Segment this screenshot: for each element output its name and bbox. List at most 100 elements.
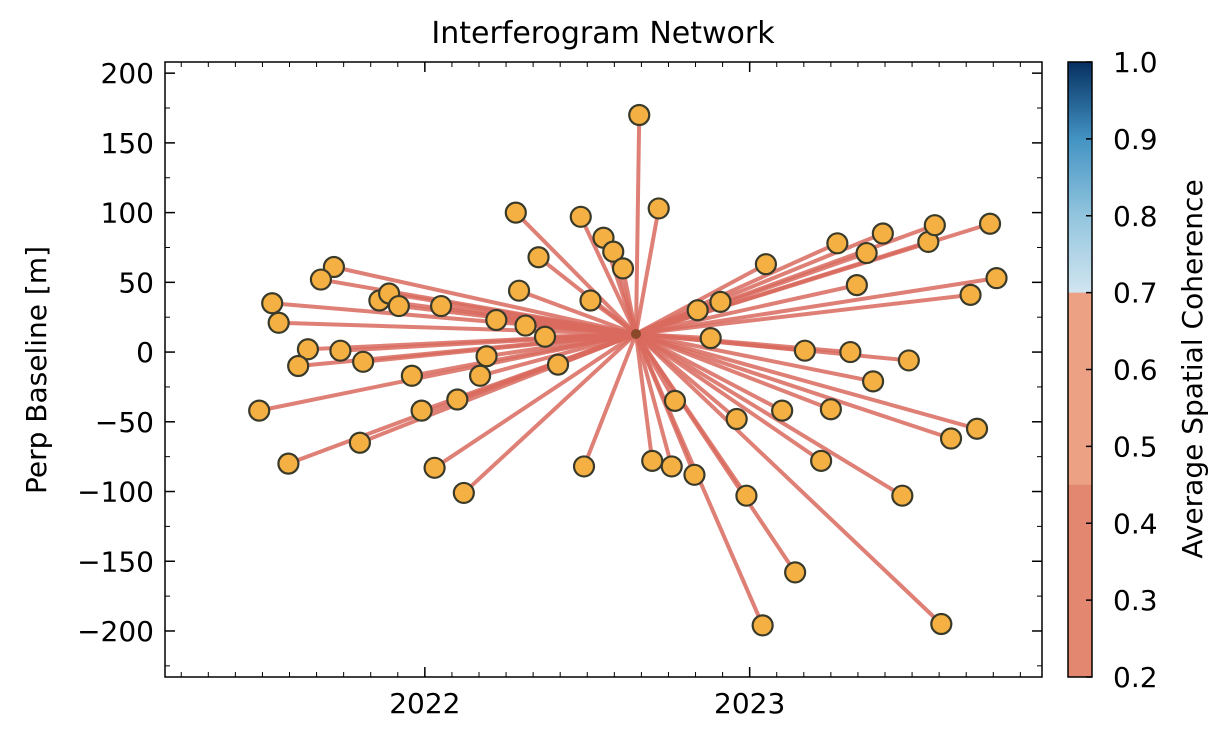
acquisition-point [793, 339, 816, 362]
acquisition-point [348, 431, 371, 454]
interferogram-edge [270, 301, 638, 336]
acquisition-point [309, 268, 333, 291]
acquisition-point [771, 399, 794, 422]
colorbar-tick-label: 0.4 [1113, 507, 1158, 540]
acquisition-point [939, 427, 963, 450]
colorbar-tick-label: 0.7 [1113, 277, 1158, 310]
x-tick-label: 2023 [714, 687, 785, 720]
acquisition-point [897, 349, 920, 372]
acquisition-point [686, 299, 709, 322]
interferogram-edge [578, 214, 638, 336]
interferogram-edge [633, 331, 824, 463]
acquisition-point [978, 212, 1002, 235]
acquisition-point [452, 481, 475, 505]
acquisition-point [504, 201, 527, 224]
acquisition-point [959, 283, 982, 306]
interferogram-edge [633, 331, 674, 469]
acquisition-point [261, 292, 284, 315]
interferogram-edge [633, 206, 661, 336]
acquisition-point [611, 257, 635, 280]
y-tick-label: 0 [136, 336, 154, 369]
acquisition-point [683, 463, 706, 486]
colorbar-tick-label: 0.3 [1113, 584, 1158, 617]
y-tick-label: −100 [77, 476, 154, 509]
acquisition-point [647, 197, 670, 220]
interferogram-edge [633, 331, 980, 431]
acquisition-point [784, 561, 807, 584]
interferogram-edge [620, 266, 638, 336]
acquisition-point [579, 289, 602, 312]
interferogram-edge [432, 331, 638, 470]
interferogram-edge [439, 304, 638, 336]
interferogram-edge [331, 265, 638, 336]
interferogram-edge [517, 288, 638, 336]
acquisition-point [930, 612, 953, 636]
acquisition-point [965, 417, 989, 440]
interferogram-edge [633, 331, 944, 627]
acquisition-point [819, 398, 842, 421]
colorbar-tick-label: 0.8 [1113, 200, 1158, 233]
acquisition-point [267, 311, 290, 334]
acquisition-point [855, 241, 878, 265]
y-tick-label: −50 [95, 406, 154, 439]
acquisition-point [287, 354, 310, 378]
interferogram-edge [513, 210, 638, 336]
colorbar-lower-segment [1068, 292, 1092, 677]
interferogram-edge [633, 276, 999, 336]
interferogram-edge [361, 331, 638, 364]
acquisition-point [810, 449, 833, 472]
colorbar-tick-label: 1.0 [1113, 46, 1158, 79]
acquisition-point [985, 267, 1008, 290]
acquisition-point [641, 449, 664, 472]
plot-area-frame [164, 61, 1043, 678]
interferogram-edge [633, 331, 905, 498]
acquisition-point [751, 614, 774, 637]
acquisition-point [709, 290, 732, 313]
interferogram-edge [633, 112, 642, 336]
acquisition-point [923, 214, 946, 237]
interferogram-edge [633, 331, 655, 463]
interferogram-edge [633, 331, 954, 441]
acquisition-point [861, 370, 885, 393]
interferogram-edge [633, 331, 911, 363]
acquisition-point [826, 232, 849, 255]
acquisition-point [429, 294, 453, 318]
interferogram-edge [276, 320, 638, 336]
colorbar-label: Average Spatial Coherence [1176, 179, 1209, 558]
acquisition-point [533, 325, 557, 348]
acquisition-point [475, 345, 498, 368]
acquisition-point [410, 399, 433, 422]
y-tick-label: −150 [77, 545, 154, 578]
colorbar-tick-label: 0.2 [1113, 661, 1158, 694]
colorbar: 0.2 0.3 0.4 0.5 0.6 0.7 0.8 0.9 1.0 [1067, 46, 1158, 694]
y-axis: −200 −150 −100 −50 0 50 100 150 200 [77, 57, 1042, 667]
acquisition-point [352, 350, 375, 373]
interferogram-edge [633, 331, 798, 575]
interferogram-edge [633, 283, 859, 336]
y-tick-label: 50 [118, 266, 154, 299]
acquisition-point [871, 222, 894, 245]
y-tick-label: 150 [101, 127, 154, 160]
colorbar-tick-label: 0.5 [1113, 430, 1158, 463]
interferogram-edge [257, 331, 638, 413]
y-tick-label: 100 [101, 197, 154, 230]
interferogram-edge [338, 331, 638, 353]
y-axis-label: Perp Baseline [m] [20, 246, 53, 494]
interferogram-edge [461, 331, 638, 495]
acquisition-point [735, 484, 758, 507]
acquisition-point [507, 279, 531, 302]
acquisition-point [277, 452, 300, 475]
acquisition-point [514, 314, 537, 337]
chart-title: Interferogram Network [431, 16, 775, 51]
reference-acquisition-point [630, 328, 641, 339]
acquisition-point [628, 103, 651, 127]
y-tick-label: −200 [77, 615, 154, 648]
acquisition-point [387, 294, 410, 318]
acquisition-point [527, 246, 550, 269]
acquisition-point [468, 364, 492, 387]
acquisition-point [296, 338, 320, 361]
y-tick-label: 200 [101, 57, 154, 90]
interferogram-edge [582, 331, 638, 469]
acquisition-point [839, 340, 862, 364]
